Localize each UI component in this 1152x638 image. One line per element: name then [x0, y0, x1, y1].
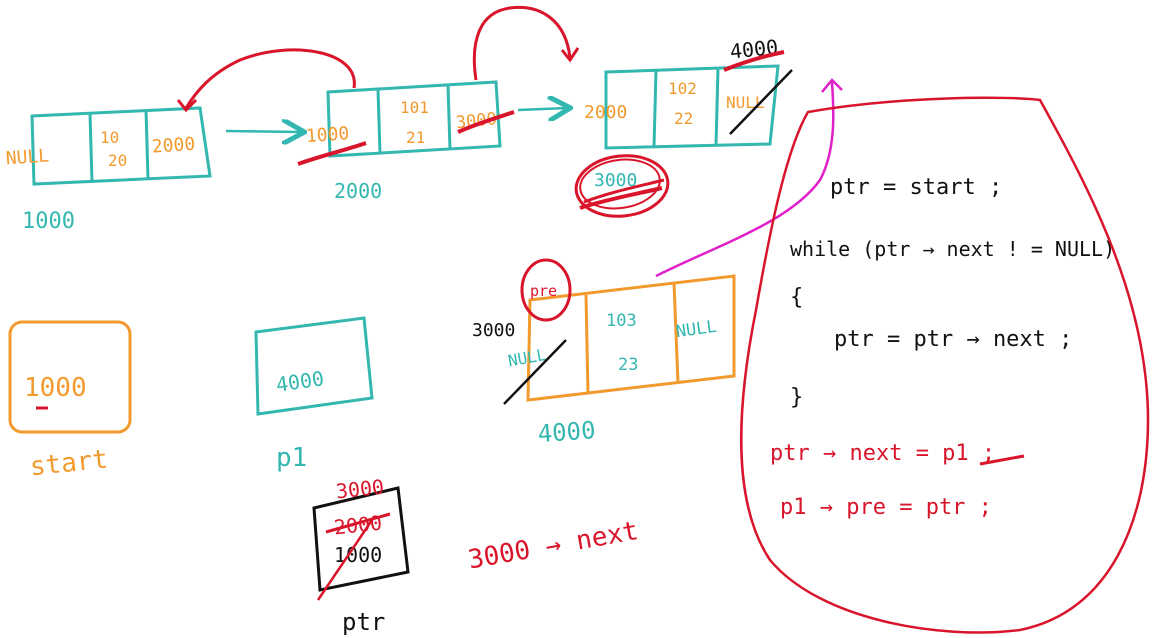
p1-value: 4000 [274, 366, 325, 396]
ptr-value-3000: 3000 [335, 475, 385, 504]
new-node-data-top: 103 [606, 311, 637, 331]
node-3-prev: 2000 [584, 102, 627, 123]
node-1-prev: NULL [5, 145, 50, 169]
new-node-next: NULL [675, 317, 718, 343]
red-arrow-node2-to-node1 [184, 48, 356, 109]
code-line-1: ptr = start ; [830, 175, 1002, 200]
magenta-arrow-newnode-to-node3 [655, 81, 835, 278]
node-2-prev-strike [297, 141, 367, 166]
node-2-prev: 1000 [305, 123, 350, 147]
start-label: start [28, 444, 109, 482]
code-red-line-2: p1 → pre = ptr ; [780, 495, 992, 520]
node-2-data-top: 101 [400, 98, 429, 117]
new-node-address: 4000 [537, 416, 597, 448]
code-line-5: } [790, 385, 803, 410]
node-2: 1000 101 21 3000 2000 [297, 80, 515, 203]
node-3-data-top: 102 [668, 79, 697, 98]
start-pointer: 1000 start [8, 320, 132, 482]
node-3-data-bottom: 22 [674, 109, 693, 128]
new-node-data-bottom: 23 [618, 355, 638, 375]
code-blob: ptr = start ; while (ptr → next ! = NULL… [739, 96, 1150, 634]
node-1-address: 1000 [22, 209, 75, 234]
ptr-value-2000: 2000 [333, 511, 383, 540]
code-line-2: while (ptr → next ! = NULL) [790, 237, 1115, 261]
new-node-prev-strike [503, 339, 567, 405]
node-2-next-strike [457, 110, 515, 134]
node-1-data-top: 10 [100, 128, 119, 147]
arrow-node1-node2 [225, 131, 302, 132]
node-1-next: 2000 [151, 134, 196, 158]
node-3-overwrite-strike [723, 50, 785, 72]
arrow-node2-node3 [517, 108, 568, 110]
node-1: NULL 10 20 2000 1000 [5, 106, 212, 234]
node-2-address: 2000 [334, 179, 382, 203]
node-3-next-strike [729, 69, 793, 135]
code-line-4: ptr = ptr → next ; [834, 327, 1072, 352]
ptr-label: ptr [342, 608, 385, 636]
new-node-prev-label: pre [530, 282, 557, 300]
red-arrow-node2-to-node3 [472, 5, 572, 81]
new-node-prev-new: 3000 [472, 320, 515, 341]
node-3-next: NULL [726, 93, 765, 112]
crossed-value-text: 3000 [594, 170, 637, 191]
p1-pointer: 4000 p1 [254, 316, 374, 473]
node-2-data-bottom: 21 [406, 128, 425, 147]
p1-label: p1 [276, 443, 307, 473]
new-node: pre 3000 NULL 103 23 NULL 4000 [472, 258, 736, 448]
code-line-3: { [790, 285, 803, 310]
node-1-data-bottom: 20 [108, 151, 127, 170]
note-3000-next: 3000 → next [466, 516, 641, 575]
crossed-value: 3000 [574, 154, 670, 218]
start-value: 1000 [24, 373, 87, 403]
ptr-pointer: 3000 2000 1000 ptr [312, 475, 410, 636]
code-red-line-1: ptr → next = p1 ; [770, 441, 995, 466]
node-3: 2000 102 22 NULL 4000 [584, 35, 793, 150]
